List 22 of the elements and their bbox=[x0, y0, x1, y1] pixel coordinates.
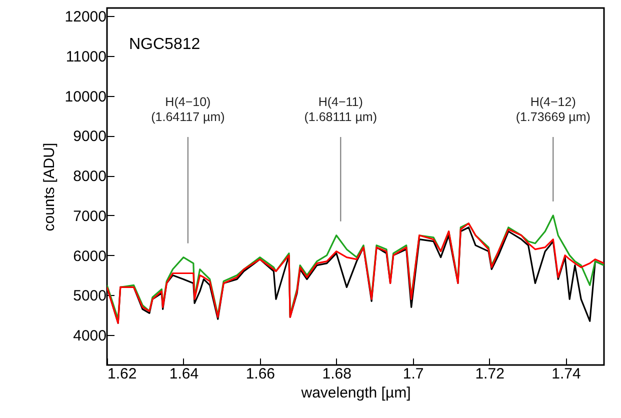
y-tick-label: 6000 bbox=[73, 248, 106, 265]
x-tick-label: 1.72 bbox=[475, 366, 504, 382]
ref-line-label: H(4−10) (1.64117 µm) bbox=[151, 95, 225, 124]
x-tick-label: 1.7 bbox=[402, 366, 424, 382]
x-tick-label: 1.68 bbox=[322, 366, 352, 382]
y-tick-label: 10000 bbox=[64, 88, 106, 106]
y-tick-label: 12000 bbox=[64, 8, 106, 26]
x-tick-label: 1.64 bbox=[169, 366, 199, 382]
y-tick-label: 4000 bbox=[73, 328, 106, 345]
x-axis-title: wavelength [µm] bbox=[300, 384, 411, 402]
text: NGC5812 bbox=[129, 36, 200, 53]
x-tick-label: 1.66 bbox=[246, 366, 276, 382]
y-tick-label: 5000 bbox=[73, 288, 106, 305]
x-tick-label: 1.62 bbox=[108, 366, 137, 382]
x-tick-label: 1.74 bbox=[552, 366, 581, 382]
y-tick-label: 9000 bbox=[73, 128, 106, 146]
y-tick-label: 8000 bbox=[73, 168, 106, 186]
y-tick-label: 7000 bbox=[73, 208, 106, 225]
ref-line-label: H(4−11) (1.68111 µm) bbox=[304, 95, 378, 124]
y-axis-title: counts [ADU] bbox=[40, 142, 58, 232]
ref-line-label: H(4−12) (1.73669 µm) bbox=[516, 95, 590, 124]
y-tick-label: 11000 bbox=[66, 48, 106, 66]
